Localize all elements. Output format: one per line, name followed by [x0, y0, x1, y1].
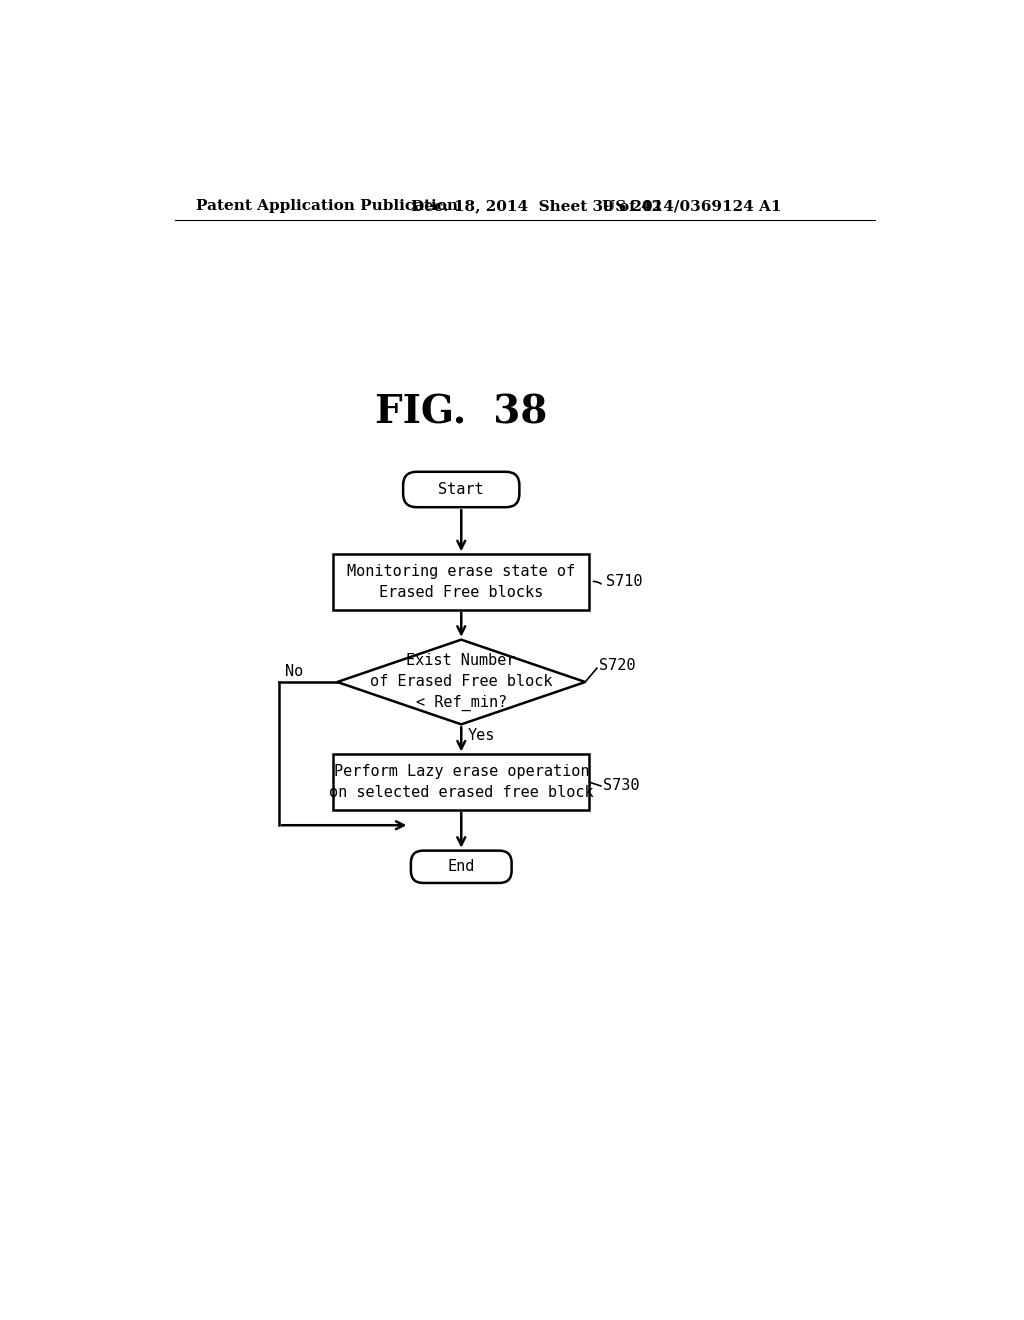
Text: End: End	[447, 859, 475, 874]
Polygon shape	[337, 640, 586, 725]
Text: FIG.  38: FIG. 38	[375, 393, 548, 432]
Text: US 2014/0369124 A1: US 2014/0369124 A1	[602, 199, 781, 213]
Text: Perform Lazy erase operation
on selected erased free block: Perform Lazy erase operation on selected…	[329, 764, 594, 800]
Bar	[334, 554, 589, 610]
Text: Monitoring erase state of
Erased Free blocks: Monitoring erase state of Erased Free bl…	[347, 564, 575, 599]
Text: Exist Number
of Erased Free block
< Ref_min?: Exist Number of Erased Free block < Ref_…	[370, 653, 553, 711]
Text: Dec. 18, 2014  Sheet 39 of 42: Dec. 18, 2014 Sheet 39 of 42	[411, 199, 662, 213]
Text: Yes: Yes	[467, 729, 495, 743]
Bar	[334, 755, 589, 809]
Text: S730: S730	[603, 779, 640, 793]
Text: S720: S720	[599, 657, 636, 673]
FancyBboxPatch shape	[403, 471, 519, 507]
Text: Patent Application Publication: Patent Application Publication	[197, 199, 458, 213]
FancyBboxPatch shape	[411, 850, 512, 883]
Text: No: No	[286, 664, 303, 678]
Text: Start: Start	[438, 482, 484, 498]
Text: S710: S710	[606, 574, 643, 590]
